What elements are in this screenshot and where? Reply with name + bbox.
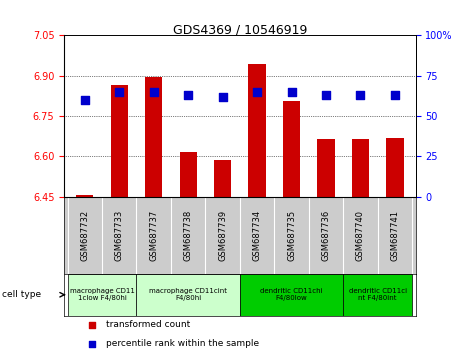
Bar — [240, 274, 343, 316]
Point — [322, 92, 330, 98]
Point — [184, 92, 192, 98]
Bar — [352, 139, 369, 197]
Point — [391, 92, 399, 98]
Point — [150, 89, 158, 95]
Text: percentile rank within the sample: percentile rank within the sample — [106, 339, 259, 348]
Bar — [180, 152, 197, 197]
Point — [81, 97, 89, 103]
Point — [219, 94, 227, 99]
Bar — [386, 138, 404, 197]
Text: macrophage CD11
1clow F4/80hi: macrophage CD11 1clow F4/80hi — [70, 288, 134, 301]
Text: cell type: cell type — [2, 290, 41, 299]
Text: GDS4369 / 10546919: GDS4369 / 10546919 — [173, 23, 307, 36]
Bar — [317, 139, 335, 197]
Text: macrophage CD11cint
F4/80hi: macrophage CD11cint F4/80hi — [149, 288, 227, 301]
Bar — [214, 160, 231, 197]
Text: GSM687736: GSM687736 — [322, 210, 331, 261]
Bar — [76, 195, 94, 197]
Bar — [145, 77, 162, 197]
Text: GSM687732: GSM687732 — [80, 210, 89, 261]
Text: dendritic CD11ci
nt F4/80int: dendritic CD11ci nt F4/80int — [349, 288, 407, 301]
Bar — [67, 274, 136, 316]
Text: GSM687737: GSM687737 — [149, 210, 158, 261]
Text: GSM687734: GSM687734 — [253, 210, 262, 261]
Text: GSM687740: GSM687740 — [356, 210, 365, 261]
Point — [88, 341, 96, 346]
Text: transformed count: transformed count — [106, 320, 190, 329]
Text: GSM687735: GSM687735 — [287, 210, 296, 261]
Text: dendritic CD11chi
F4/80low: dendritic CD11chi F4/80low — [260, 288, 323, 301]
Text: GSM687741: GSM687741 — [390, 210, 399, 261]
Text: GSM687733: GSM687733 — [115, 210, 124, 261]
Bar — [248, 64, 266, 197]
Point — [357, 92, 364, 98]
Bar — [283, 101, 300, 197]
Bar — [136, 274, 240, 316]
Point — [88, 322, 96, 327]
Point — [253, 89, 261, 95]
Text: GSM687738: GSM687738 — [184, 210, 193, 261]
Bar — [343, 274, 412, 316]
Text: GSM687739: GSM687739 — [218, 210, 227, 261]
Point — [115, 89, 123, 95]
Point — [288, 89, 295, 95]
Bar — [111, 85, 128, 197]
